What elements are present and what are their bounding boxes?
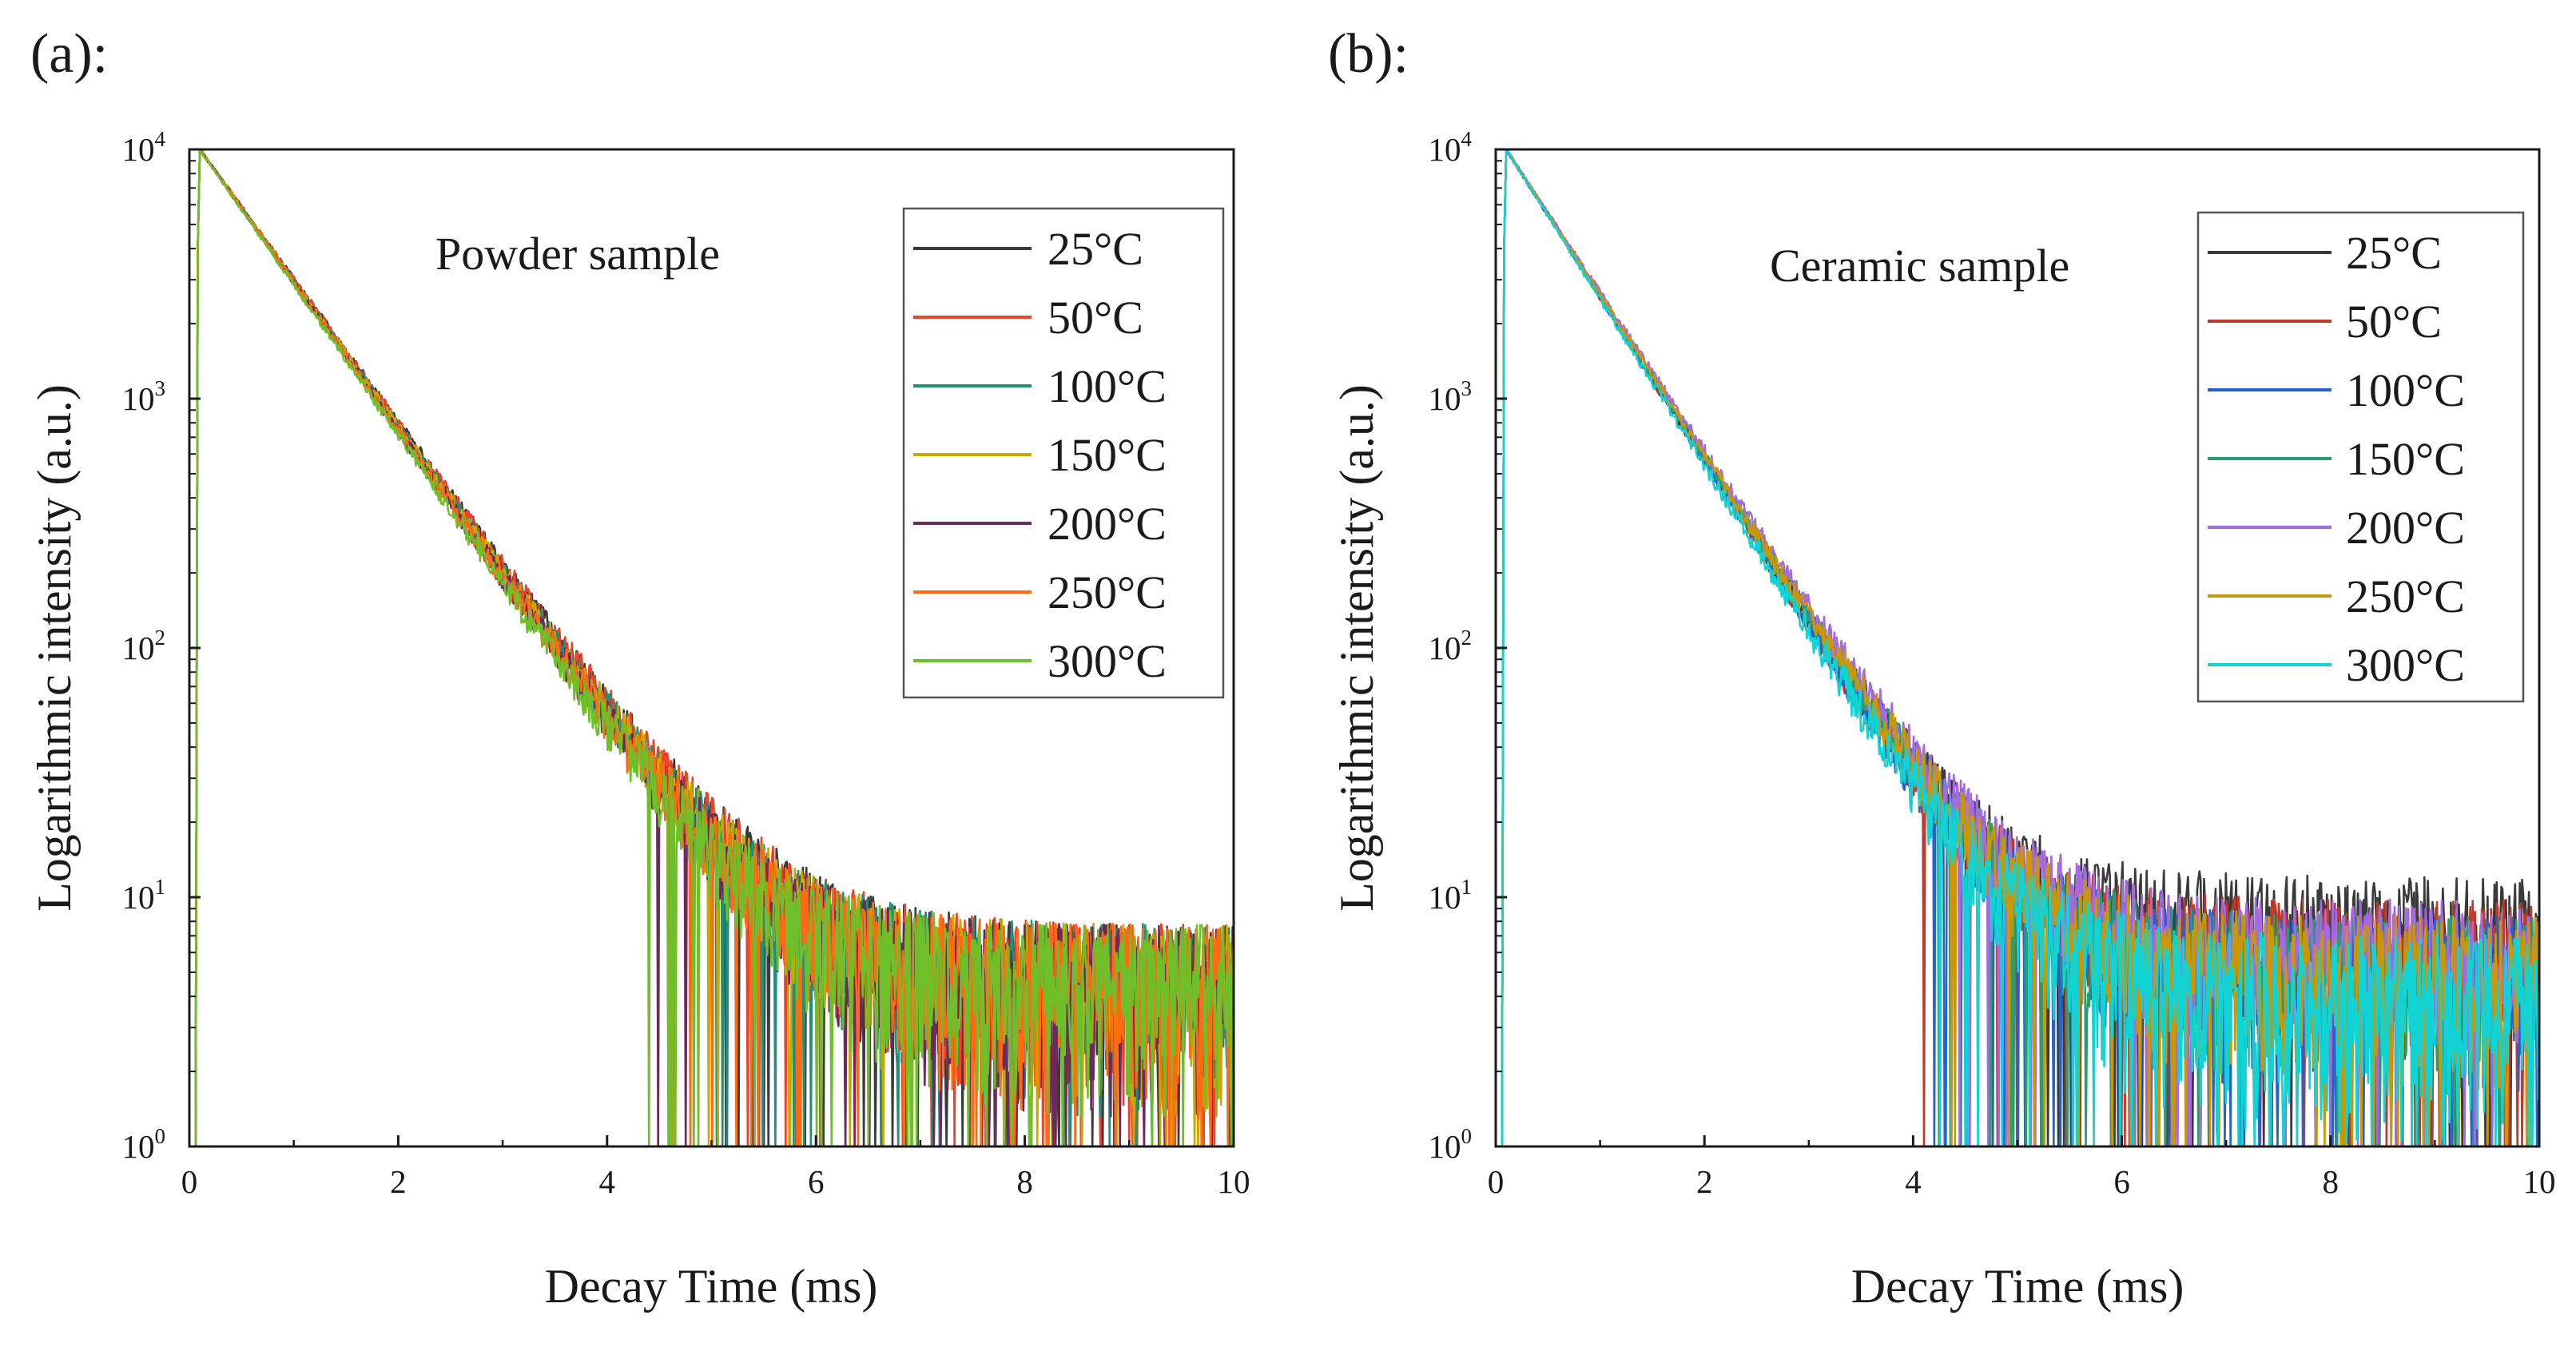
panel-b-xtick-label: 2 [1696,1163,1713,1200]
panel-b-series-layer [1496,149,2539,1146]
panel-b-ytick-label: 100 [1429,1124,1473,1165]
panel-b-annotation: Ceramic sample [1770,240,2069,292]
panel-a-xtick-label: 8 [1016,1163,1033,1200]
panel-b-ytick-label: 103 [1429,376,1473,417]
panel-b-xticks: 0 2 4 6 8 10 [1488,1135,2556,1200]
panel-b-legend-label: 300°C [2346,639,2465,691]
panel-b-ytick-label: 101 [1429,875,1473,916]
panel-a-yticks: 100 101 102 103 104 [122,127,201,1165]
panel-b-series-300c [1496,149,2539,1146]
panel-a-legend-label: 300°C [1047,635,1167,687]
panel-a-label: (a): [30,23,108,85]
panel-b-legend-label: 50°C [2346,296,2442,348]
panel-b-ytick-label: 102 [1429,626,1473,666]
panel-b-legend-label: 100°C [2346,364,2465,416]
panel-b-xtick-label: 8 [2323,1163,2339,1200]
panel-b-label: (b): [1328,23,1409,85]
panel-a-legend-label: 250°C [1047,566,1167,618]
panel-b-xtick-label: 6 [2113,1163,2130,1200]
panel-b-xtick-label: 10 [2523,1163,2556,1200]
panel-a-ytick-label: 101 [122,875,166,916]
panel-a-ytick-label: 102 [122,626,166,666]
panel-a-xtick-label: 6 [808,1163,825,1200]
panel-a-ytick-label: 100 [122,1124,166,1165]
panel-a-xticks: 0 2 4 6 8 10 [181,1135,1250,1200]
panel-b-legend: 25°C 50°C 100°C 150°C 200°C 250°C 300°C [2196,211,2525,703]
panel-a-x-axis-title: Decay Time (ms) [545,1260,878,1313]
panel-a-legend-label: 25°C [1047,223,1143,275]
panel-b-legend-label: 25°C [2346,227,2442,279]
panel-a-chart: (a): 0 2 4 6 8 10 100 101 102 103 104 Powder samp… [28,23,1250,1313]
panel-b-legend-label: 150°C [2346,433,2465,485]
panel-b-yticks: 100 101 102 103 104 [1429,127,1507,1165]
panel-a-legend-label: 200°C [1047,498,1167,550]
panel-b-y-axis-title: Logarithmic intensity (a.u.) [1330,384,1383,912]
panel-b-legend-label: 250°C [2346,570,2465,622]
panel-a-legend-label: 150°C [1047,429,1167,481]
panel-a-ytick-label: 103 [122,376,166,417]
panel-a-xtick-label: 10 [1218,1163,1250,1200]
panel-a-annotation: Powder sample [435,228,720,280]
panel-b-xtick-label: 0 [1488,1163,1505,1200]
panel-b-chart: (b): 0 2 4 6 8 10 100 101 102 103 104 Ceramic sam… [1328,23,2556,1313]
panel-b-ytick-label: 104 [1429,127,1473,168]
panel-b-series-250c [1496,149,2539,1146]
panel-b-x-axis-title: Decay Time (ms) [1851,1260,2184,1313]
panel-b-legend-label: 200°C [2346,502,2465,554]
panel-a-legend-label: 100°C [1047,360,1167,412]
panel-a-series-300c [189,149,1234,1146]
panel-a-xtick-label: 2 [390,1163,407,1200]
panel-a-legend-box [902,207,1225,699]
panel-a-ytick-label: 104 [122,127,166,168]
panel-a-y-axis-title: Logarithmic intensity (a.u.) [28,384,81,912]
panel-a-series-layer [189,149,1234,1146]
panel-b-xtick-label: 4 [1905,1163,1922,1200]
panel-a-xtick-label: 4 [599,1163,616,1200]
panel-a-legend: 25°C 50°C 100°C 150°C 200°C 250°C 300°C [902,207,1225,699]
panel-a-legend-label: 50°C [1047,292,1143,344]
panel-a-xtick-label: 0 [181,1163,198,1200]
